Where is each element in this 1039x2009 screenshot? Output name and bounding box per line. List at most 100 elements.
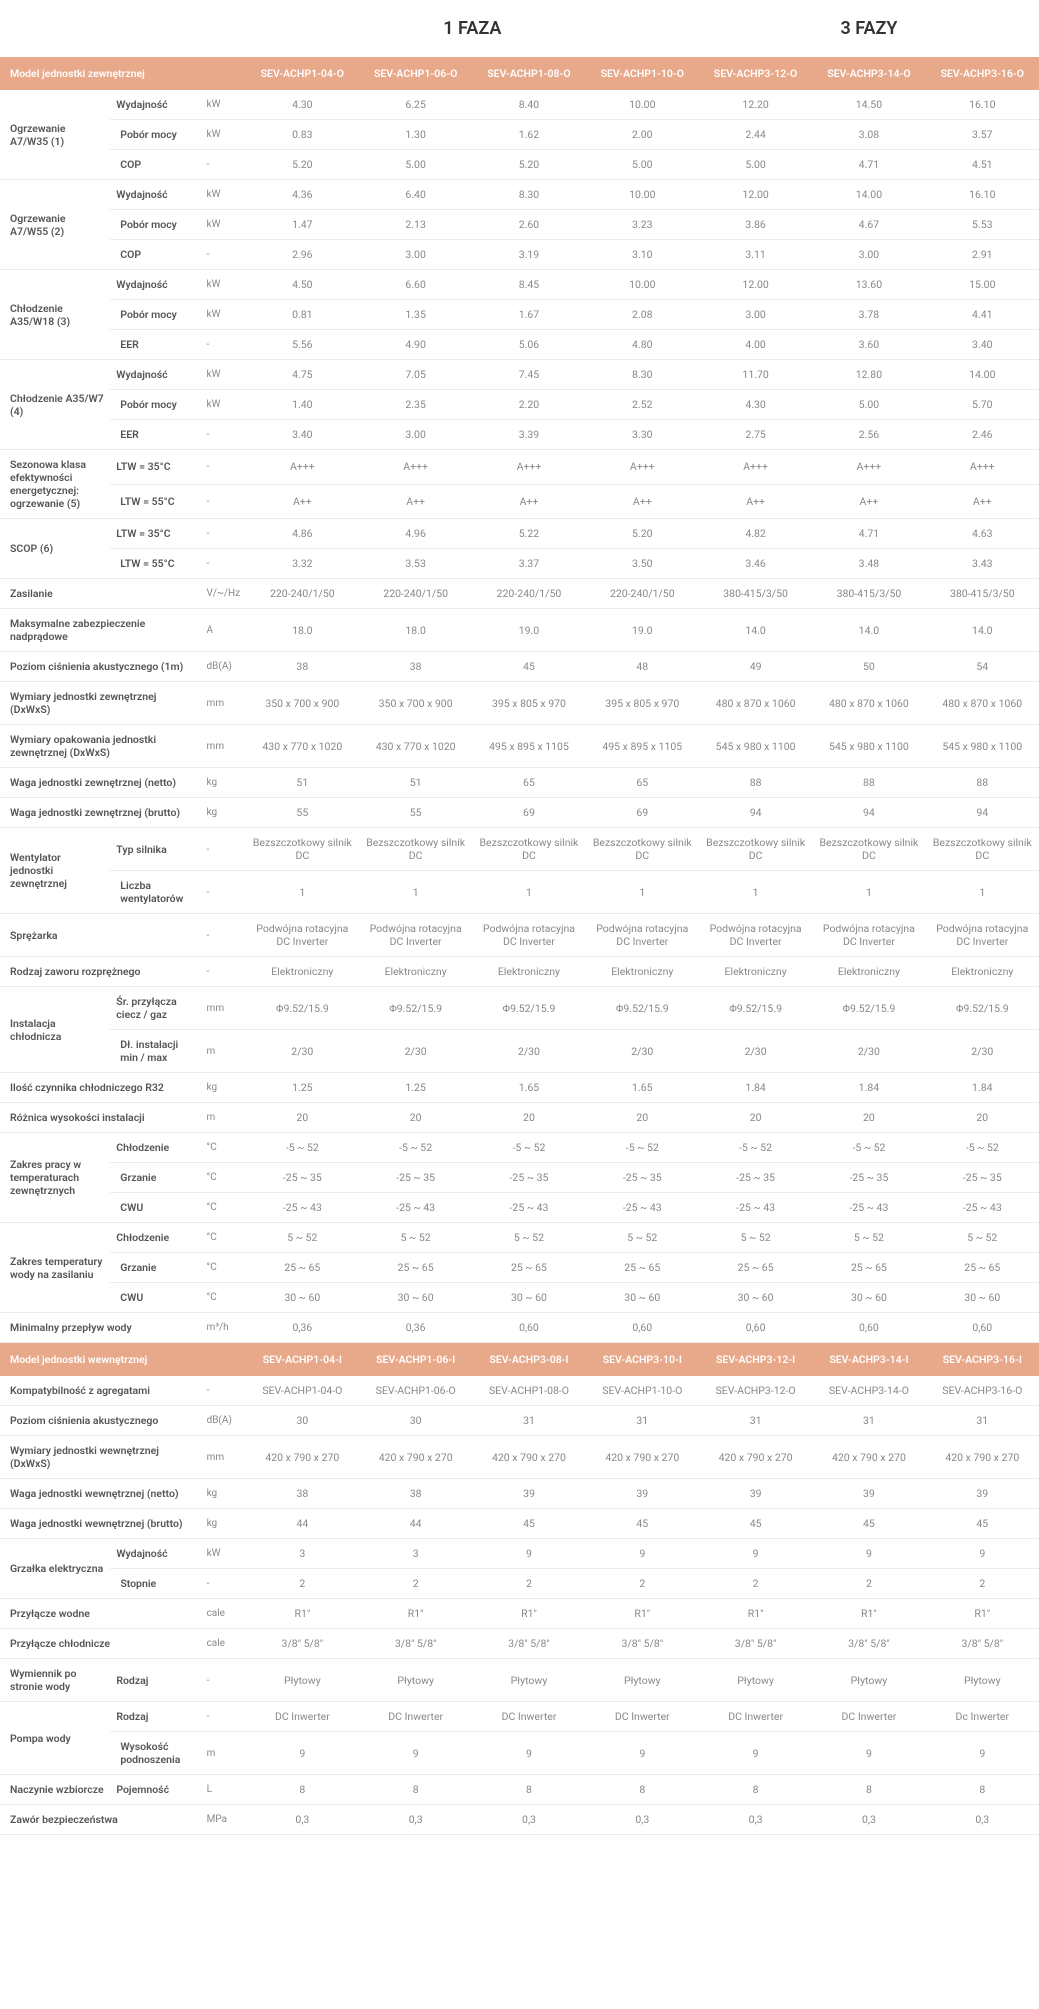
cell-value: 48 xyxy=(586,652,699,682)
model-col: SEV-ACHP1-06-O xyxy=(359,57,472,90)
row-sub: Pobór mocy xyxy=(110,390,200,420)
cell-value: 1.67 xyxy=(472,300,585,330)
model-col: SEV-ACHP1-08-O xyxy=(472,57,585,90)
cell-value: Φ9.52/15.9 xyxy=(699,987,812,1030)
cell-value: 3/8″ 5/8″ xyxy=(246,1629,359,1659)
row-group: Minimalny przepływ wody xyxy=(0,1313,201,1343)
model-col: SEV-ACHP3-16-O xyxy=(926,57,1039,90)
row-group: Zasilanie xyxy=(0,579,201,609)
row-sub: Wydajność xyxy=(110,360,200,390)
row-group: Waga jednostki wewnętrznej (brutto) xyxy=(0,1509,201,1539)
cell-value: 2.46 xyxy=(926,420,1039,450)
cell-value: 5.20 xyxy=(246,150,359,180)
row-group: Maksymalne zabezpieczenie nadprądowe xyxy=(0,609,201,652)
row-unit: - xyxy=(201,828,246,871)
cell-value: Elektroniczny xyxy=(246,957,359,987)
cell-value: 20 xyxy=(699,1103,812,1133)
row-unit: kg xyxy=(201,1073,246,1103)
cell-value: 44 xyxy=(359,1509,472,1539)
cell-value: 3.19 xyxy=(472,240,585,270)
row-unit: °C xyxy=(201,1253,246,1283)
row-unit: kW xyxy=(201,360,246,390)
row-unit: - xyxy=(201,420,246,450)
cell-value: 1 xyxy=(586,871,699,914)
cell-value: 0,3 xyxy=(812,1805,925,1835)
cell-value: 3 xyxy=(359,1539,472,1569)
row-unit: V/~/Hz xyxy=(201,579,246,609)
row-sub: Pobór mocy xyxy=(110,210,200,240)
cell-value: 3.50 xyxy=(586,549,699,579)
table-row: SCOP (6)LTW = 35°C-4.864.965.225.204.824… xyxy=(0,519,1039,549)
cell-value: 25 ~ 65 xyxy=(359,1253,472,1283)
table-row: LTW = 55°C-3.323.533.373.503.463.483.43 xyxy=(0,549,1039,579)
cell-value: 45 xyxy=(472,1509,585,1539)
cell-value: 50 xyxy=(812,652,925,682)
row-group: Wentylator jednostki zewnętrznej xyxy=(0,828,110,914)
cell-value: 2.56 xyxy=(812,420,925,450)
cell-value: 3.30 xyxy=(586,420,699,450)
row-unit: m xyxy=(201,1732,246,1775)
cell-value: SEV-ACHP1-06-O xyxy=(359,1376,472,1406)
cell-value: 65 xyxy=(586,768,699,798)
phase-3-label: 3 FAZY xyxy=(699,0,1039,57)
cell-value: 14.0 xyxy=(812,609,925,652)
row-group: Kompatybilność z agregatami xyxy=(0,1376,201,1406)
cell-value: 20 xyxy=(246,1103,359,1133)
cell-value: 18.0 xyxy=(246,609,359,652)
cell-value: -25 ~ 35 xyxy=(586,1163,699,1193)
row-unit: cale xyxy=(201,1599,246,1629)
row-group: Pompa wody xyxy=(0,1702,110,1775)
cell-value: 4.71 xyxy=(812,519,925,549)
cell-value: 9 xyxy=(359,1732,472,1775)
row-sub: Chłodzenie xyxy=(110,1223,200,1253)
row-group: Zakres pracy w temperaturach zewnętrznyc… xyxy=(0,1133,110,1223)
cell-value: 3.46 xyxy=(699,549,812,579)
cell-value: Bezszczotkowy silnik DC xyxy=(586,828,699,871)
cell-value: -25 ~ 35 xyxy=(699,1163,812,1193)
cell-value: 16.10 xyxy=(926,90,1039,120)
spec-table: 1 FAZA3 FAZYModel jednostki zewnętrznejS… xyxy=(0,0,1039,1835)
row-unit: - xyxy=(201,484,246,519)
cell-value: 4.63 xyxy=(926,519,1039,549)
cell-value: 5.20 xyxy=(472,150,585,180)
cell-value: 8 xyxy=(472,1775,585,1805)
cell-value: 545 x 980 x 1100 xyxy=(926,725,1039,768)
cell-value: 3.86 xyxy=(699,210,812,240)
model-col: SEV-ACHP1-10-O xyxy=(586,57,699,90)
table-row: Chłodzenie A35/W7 (4)WydajnośćkW4.757.05… xyxy=(0,360,1039,390)
cell-value: 69 xyxy=(472,798,585,828)
row-sub: CWU xyxy=(110,1283,200,1313)
row-sub: Rodzaj xyxy=(110,1702,200,1732)
model-col: SEV-ACHP3-12-O xyxy=(699,57,812,90)
cell-value: 45 xyxy=(472,652,585,682)
cell-value: 420 x 790 x 270 xyxy=(699,1436,812,1479)
cell-value: Elektroniczny xyxy=(699,957,812,987)
cell-value: 5 ~ 52 xyxy=(926,1223,1039,1253)
cell-value: -5 ~ 52 xyxy=(246,1133,359,1163)
cell-value: 4.96 xyxy=(359,519,472,549)
cell-value: 545 x 980 x 1100 xyxy=(812,725,925,768)
cell-value: 5.70 xyxy=(926,390,1039,420)
cell-value: 44 xyxy=(246,1509,359,1539)
row-group: Wymiary opakowania jednostki zewnętrznej… xyxy=(0,725,201,768)
cell-value: Elektroniczny xyxy=(586,957,699,987)
cell-value: A++ xyxy=(472,484,585,519)
cell-value: 20 xyxy=(472,1103,585,1133)
cell-value: 2 xyxy=(699,1569,812,1599)
cell-value: -25 ~ 43 xyxy=(586,1193,699,1223)
cell-value: A+++ xyxy=(472,450,585,485)
row-group: Ilość czynnika chłodniczego R32 xyxy=(0,1073,201,1103)
cell-value: 380-415/3/50 xyxy=(699,579,812,609)
cell-value: 0,60 xyxy=(472,1313,585,1343)
cell-value: A+++ xyxy=(246,450,359,485)
cell-value: 7.45 xyxy=(472,360,585,390)
cell-value: Φ9.52/15.9 xyxy=(586,987,699,1030)
cell-value: 19.0 xyxy=(586,609,699,652)
row-group: Różnica wysokości instalacji xyxy=(0,1103,201,1133)
cell-value: Bezszczotkowy silnik DC xyxy=(926,828,1039,871)
table-row: Dł. instalacji min / maxm2/302/302/302/3… xyxy=(0,1030,1039,1073)
cell-value: 45 xyxy=(586,1509,699,1539)
cell-value: 2/30 xyxy=(699,1030,812,1073)
cell-value: 3.40 xyxy=(246,420,359,450)
cell-value: 30 ~ 60 xyxy=(699,1283,812,1313)
